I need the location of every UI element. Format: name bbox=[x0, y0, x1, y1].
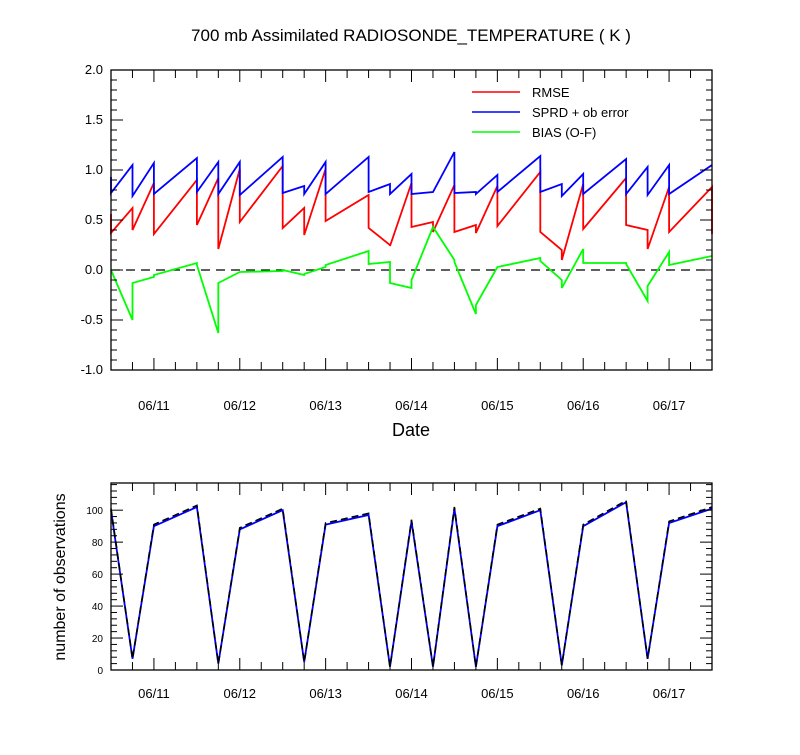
top-chart-ytick-label: -1.0 bbox=[81, 362, 103, 377]
bottom-chart-ytick-label: 100 bbox=[86, 506, 103, 517]
top-chart-ytick-label: 1.5 bbox=[85, 112, 103, 127]
bottom-chart-xtick-label: 06/15 bbox=[481, 686, 514, 701]
top-chart-xtick-label: 06/16 bbox=[567, 398, 600, 413]
top-chart-xlabel: Date bbox=[392, 420, 430, 440]
top-chart-xtick-label: 06/11 bbox=[138, 398, 170, 413]
legend-rmse-label: RMSE bbox=[532, 85, 570, 100]
top-chart-xtick-label: 06/12 bbox=[224, 398, 257, 413]
legend-bias-label: BIAS (O-F) bbox=[532, 125, 596, 140]
bottom-chart: 0 20 40 60 80 100 06/11 06/12 06/13 06/14 06/15 06… bbox=[52, 482, 713, 701]
top-chart-series-bias-o-f bbox=[110, 225, 713, 334]
bottom-chart-xtick-label: 06/11 bbox=[138, 686, 170, 701]
bottom-chart-series-observations-assimilated bbox=[110, 500, 713, 667]
bottom-chart-ytick-label: 20 bbox=[92, 634, 104, 645]
legend: RMSE SPRD + ob error BIAS (O-F) bbox=[472, 85, 629, 140]
top-chart-ytick-label: 0.0 bbox=[85, 262, 103, 277]
bottom-chart-xtick-label: 06/17 bbox=[653, 686, 686, 701]
bottom-chart-ytick-label: 0 bbox=[97, 666, 103, 677]
bottom-chart-series-observations-total bbox=[110, 499, 713, 667]
top-chart-series-sprd-ob-error bbox=[110, 151, 713, 200]
top-chart-xtick-label: 06/14 bbox=[395, 398, 428, 413]
bottom-chart-ytick-label: 40 bbox=[92, 602, 104, 613]
legend-sprd-label: SPRD + ob error bbox=[532, 105, 629, 120]
bottom-chart-frame bbox=[110, 482, 713, 671]
top-chart-ytick-label: 1.0 bbox=[85, 162, 103, 177]
top-chart-ytick-label: -0.5 bbox=[81, 312, 103, 327]
bottom-chart-xtick-label: 06/16 bbox=[567, 686, 600, 701]
bottom-chart-ytick-label: 80 bbox=[92, 538, 104, 549]
bottom-chart-ylabel: number of observations bbox=[52, 493, 69, 660]
top-chart-title: 700 mb Assimilated RADIOSONDE_TEMPERATUR… bbox=[191, 26, 631, 45]
top-chart-xtick-label: 06/13 bbox=[309, 398, 342, 413]
top-chart-xtick-label: 06/15 bbox=[481, 398, 514, 413]
top-chart: 700 mb Assimilated RADIOSONDE_TEMPERATUR… bbox=[81, 26, 713, 440]
bottom-chart-xtick-label: 06/14 bbox=[395, 686, 428, 701]
top-chart-xtick-label: 06/17 bbox=[653, 398, 686, 413]
bottom-chart-xtick-label: 06/12 bbox=[224, 686, 257, 701]
top-chart-ytick-label: 2.0 bbox=[85, 62, 103, 77]
bottom-chart-xtick-label: 06/13 bbox=[309, 686, 342, 701]
top-chart-ytick-label: 0.5 bbox=[85, 212, 103, 227]
top-chart-series-rmse bbox=[110, 163, 713, 261]
bottom-chart-ytick-label: 60 bbox=[92, 570, 104, 581]
